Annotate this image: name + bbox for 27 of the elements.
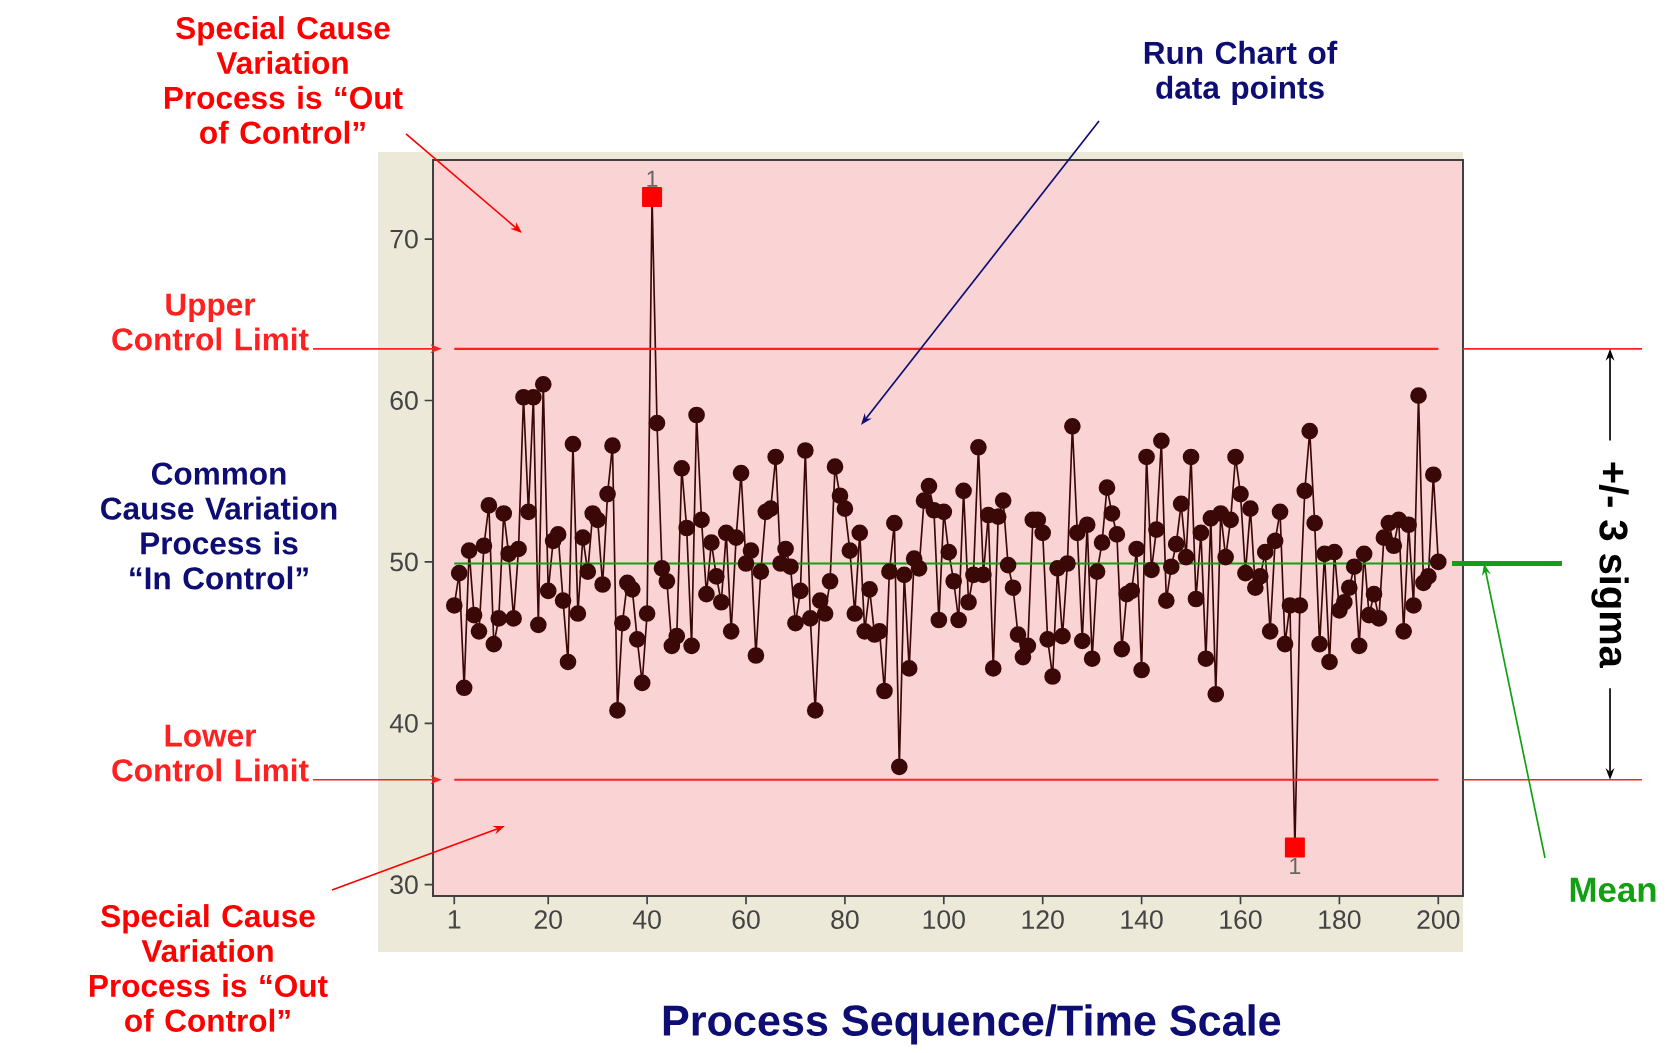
ref-line-label: Lower Control Limit <box>112 724 309 782</box>
x-axis-title: Process Sequence/Time Scale <box>663 1004 1281 1045</box>
x-tick-label: 120 <box>1022 910 1064 930</box>
y-tick-label: 30 <box>390 875 418 895</box>
x-tick-label: 180 <box>1319 910 1361 930</box>
y-tick-label: 60 <box>390 391 418 410</box>
text: Common Cause Variation Process is “In Control” <box>101 462 337 590</box>
x-tick-label: 100 <box>923 910 965 930</box>
x-tick-label: 80 <box>831 910 859 930</box>
ref-line-label: Mean <box>1570 877 1656 903</box>
x-tick-label: 60 <box>732 910 760 930</box>
y-tick-label: 50 <box>390 552 418 572</box>
text: +/- 3 sigma <box>1591 462 1629 669</box>
x-tick-label: 20 <box>534 910 562 930</box>
y-tick-label: 70 <box>390 229 418 249</box>
x-tick-label: 1 <box>448 910 461 929</box>
text: Run Chart of data points <box>1144 40 1338 106</box>
text: Special Cause Variation Process is “Out of Control” <box>90 904 328 1032</box>
annotation: 1 <box>1290 857 1301 874</box>
annotation: 1 <box>647 170 658 187</box>
x-tick-label: 200 <box>1417 910 1460 930</box>
text: Special Cause Variation Process is “Out of Control” <box>165 16 403 144</box>
x-tick-label: 40 <box>632 910 661 930</box>
x-tick-label: 140 <box>1121 910 1163 930</box>
ref-line-label: Upper Control Limit <box>112 293 309 351</box>
x-tick-label: 160 <box>1220 910 1262 930</box>
y-tick-label: 40 <box>389 713 418 733</box>
